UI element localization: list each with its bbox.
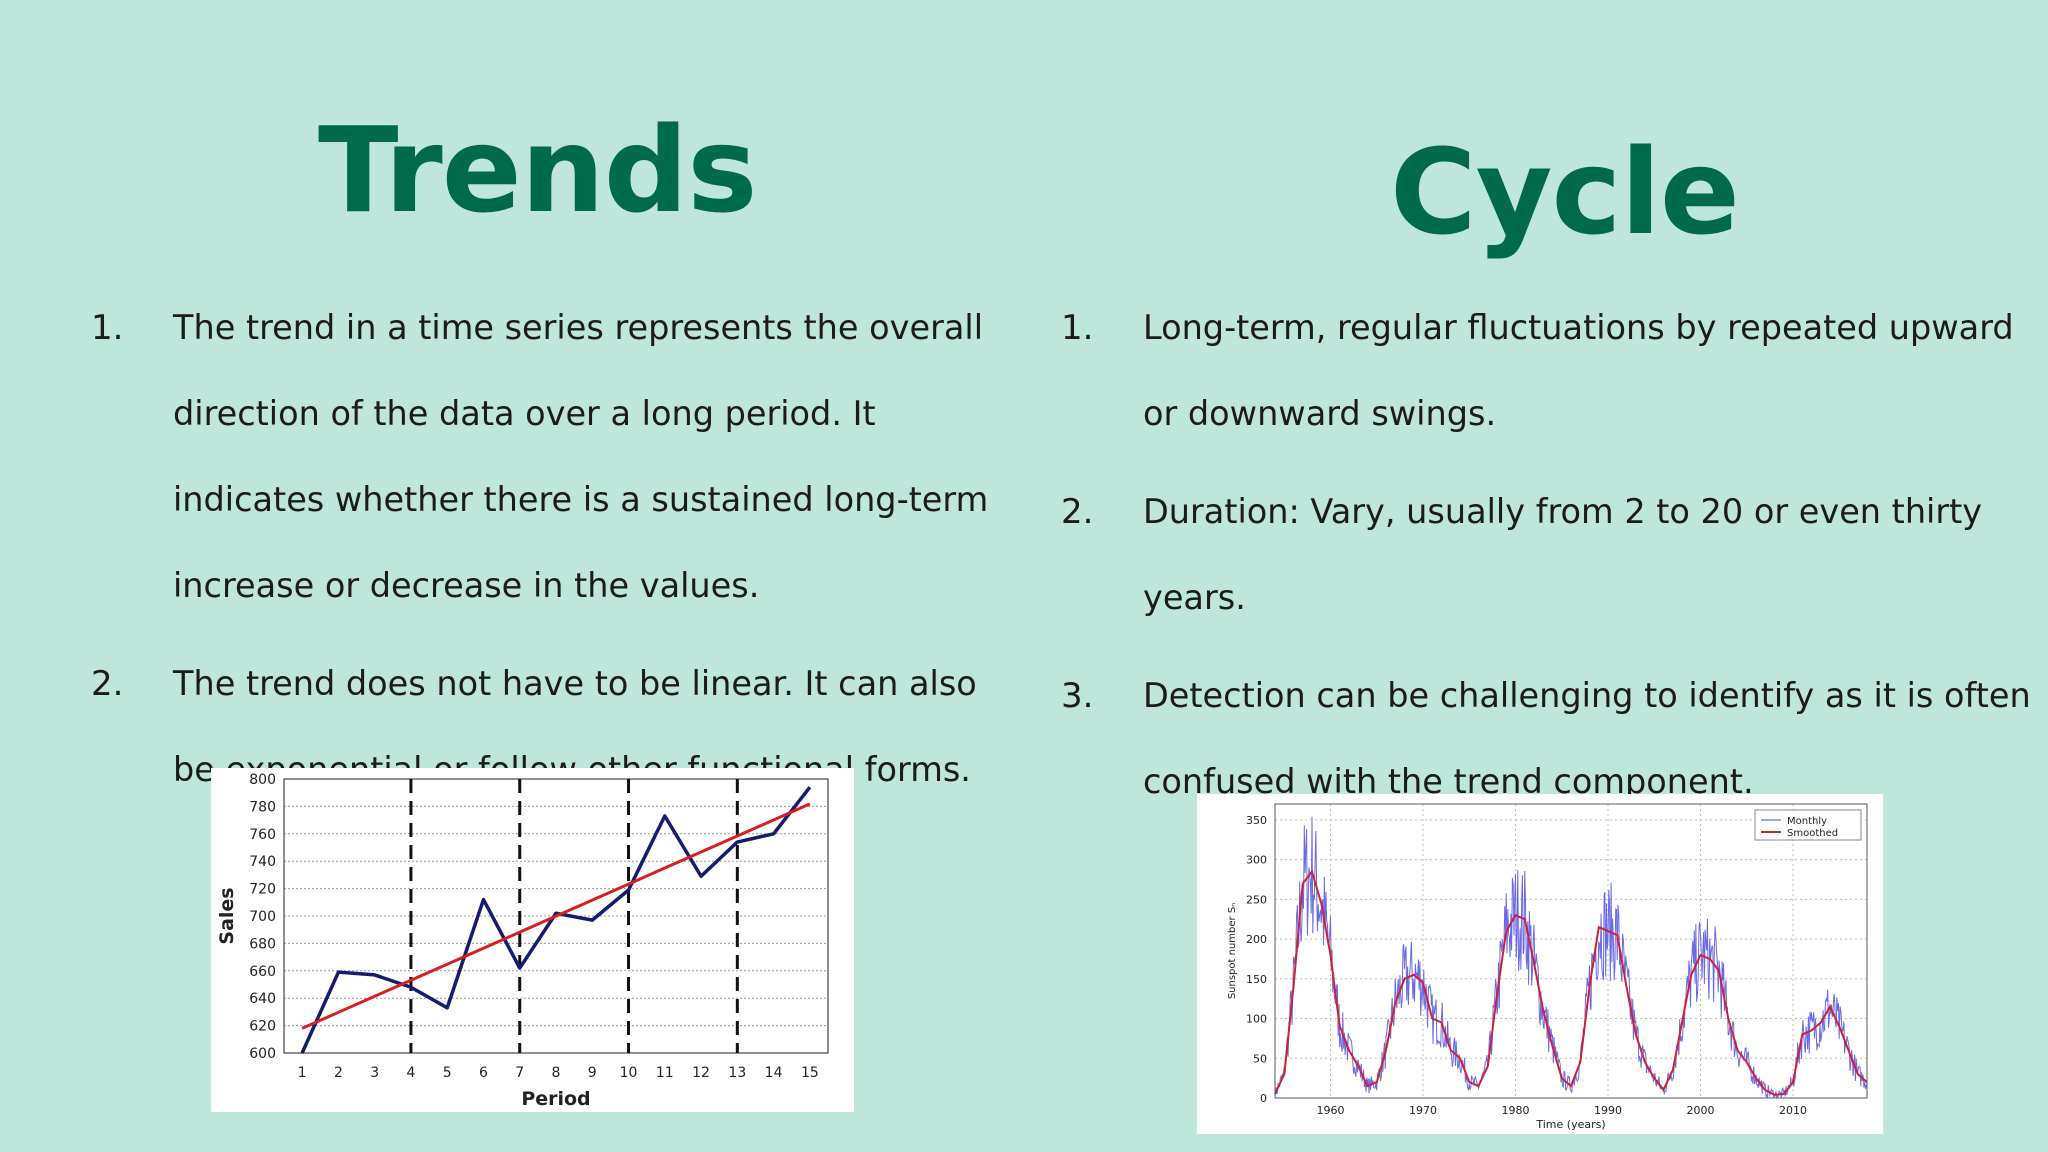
cycle-list-item: 2. Duration: Vary, usually from 2 to 20 … bbox=[1058, 469, 2038, 641]
y-tick-label: 50 bbox=[1253, 1052, 1267, 1065]
y-tick-label: 640 bbox=[249, 991, 276, 1007]
x-tick-label: 1 bbox=[298, 1065, 307, 1081]
trend-series-line bbox=[301, 802, 811, 1030]
legend-label: Monthly bbox=[1787, 816, 1827, 827]
x-tick-label: 9 bbox=[588, 1065, 597, 1081]
plot-frame bbox=[1274, 803, 1868, 1099]
sales-series-line bbox=[300, 786, 812, 1054]
list-number: 1. bbox=[1061, 308, 1094, 348]
cycle-title: Cycle bbox=[1390, 123, 1740, 261]
y-tick-label: 800 bbox=[249, 772, 276, 788]
y-tick-label: 740 bbox=[249, 854, 276, 870]
y-tick-label: 620 bbox=[249, 1019, 276, 1035]
x-tick-label: 11 bbox=[656, 1065, 674, 1081]
y-tick-label: 660 bbox=[249, 964, 276, 980]
x-tick-label: 6 bbox=[479, 1065, 488, 1081]
x-tick-label: 4 bbox=[406, 1065, 415, 1081]
monthly-series-line bbox=[1274, 816, 1868, 1100]
x-tick-label: 3 bbox=[370, 1065, 379, 1081]
x-tick-label: 2010 bbox=[1779, 1104, 1807, 1117]
x-tick-label: 7 bbox=[515, 1065, 524, 1081]
x-axis-label: Time (years) bbox=[1535, 1118, 1605, 1131]
sunspot-chart-svg: 0 50 100 150 200 250 300 350 1960 1970 1980 1990 200… bbox=[1227, 803, 1868, 1131]
x-axis-label: Period bbox=[521, 1088, 590, 1110]
x-tick-label: 1980 bbox=[1502, 1104, 1530, 1117]
x-tick-label: 5 bbox=[443, 1065, 452, 1081]
x-tick-label: 2000 bbox=[1687, 1104, 1715, 1117]
y-tick-label: 680 bbox=[249, 936, 276, 952]
cycle-list-item: 3. Detection can be challenging to ident… bbox=[1058, 653, 2038, 825]
y-tick-label: 150 bbox=[1246, 973, 1267, 986]
list-text: Long-term, regular fluctuations by repea… bbox=[1143, 308, 2014, 433]
x-tick-label: 15 bbox=[801, 1065, 819, 1081]
y-tick-label: 100 bbox=[1246, 1013, 1267, 1026]
list-number: 2. bbox=[1061, 492, 1094, 532]
y-tick-label: 700 bbox=[249, 909, 276, 925]
y-tick-label: 200 bbox=[1246, 933, 1267, 946]
y-tick-label: 0 bbox=[1260, 1092, 1267, 1105]
y-axis-label: Sales bbox=[216, 887, 238, 944]
y-tick-label: 350 bbox=[1246, 814, 1267, 827]
trend-sales-chart: 600 620 640 660 680 700 720 740 760 780 800 1 2 3 4 5 6 7… bbox=[211, 768, 854, 1112]
x-tick-label: 14 bbox=[765, 1065, 783, 1081]
list-number: 3. bbox=[1061, 676, 1094, 716]
legend-label: Smoothed bbox=[1787, 828, 1838, 839]
sunspot-cycle-chart: 0 50 100 150 200 250 300 350 1960 1970 1980 1990 200… bbox=[1197, 794, 1883, 1134]
y-tick-label: 600 bbox=[249, 1046, 276, 1062]
y-tick-label: 250 bbox=[1246, 893, 1267, 906]
y-tick-label: 300 bbox=[1246, 854, 1267, 867]
list-text: Duration: Vary, usually from 2 to 20 or … bbox=[1143, 492, 1983, 617]
x-tick-label: 2 bbox=[334, 1065, 343, 1081]
trends-list-item: 1. The trend in a time series represents… bbox=[88, 285, 1028, 629]
x-tick-label: 1960 bbox=[1317, 1104, 1345, 1117]
cycle-list: 1. Long-term, regular fluctuations by re… bbox=[1058, 285, 2038, 837]
trends-list: 1. The trend in a time series represents… bbox=[88, 285, 1028, 825]
x-tick-label: 10 bbox=[620, 1065, 638, 1081]
legend-box bbox=[1754, 809, 1862, 841]
y-tick-label: 760 bbox=[249, 827, 276, 843]
y-tick-label: 720 bbox=[249, 882, 276, 898]
list-number: 1. bbox=[91, 308, 124, 348]
list-text: The trend in a time series represents th… bbox=[173, 308, 989, 605]
x-tick-label: 12 bbox=[692, 1065, 710, 1081]
y-tick-label: 780 bbox=[249, 799, 276, 815]
x-tick-label: 1970 bbox=[1409, 1104, 1437, 1117]
cycle-list-item: 1. Long-term, regular fluctuations by re… bbox=[1058, 285, 2038, 457]
x-tick-label: 13 bbox=[728, 1065, 746, 1081]
x-tick-label: 8 bbox=[552, 1065, 561, 1081]
smoothed-series-line bbox=[1274, 869, 1868, 1096]
trends-title: Trends bbox=[318, 101, 757, 239]
y-axis-label: Sunspot number Sₙ bbox=[1227, 903, 1238, 999]
plot-frame bbox=[283, 778, 829, 1054]
x-tick-label: 1990 bbox=[1594, 1104, 1622, 1117]
list-text: Detection can be challenging to identify… bbox=[1143, 676, 2031, 801]
list-number: 2. bbox=[91, 664, 124, 704]
